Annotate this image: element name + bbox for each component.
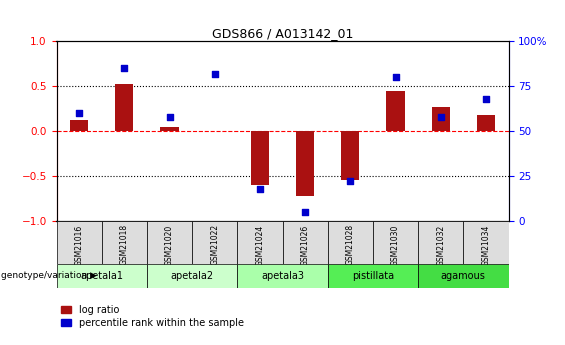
Bar: [102, 221, 147, 264]
Bar: [70, 120, 88, 131]
Bar: [432, 107, 450, 131]
Bar: [477, 115, 495, 131]
Bar: [463, 221, 508, 264]
Bar: [147, 221, 192, 264]
Text: apetala3: apetala3: [261, 271, 304, 281]
Text: GSM21034: GSM21034: [481, 224, 490, 266]
Text: GSM21016: GSM21016: [75, 224, 84, 266]
Bar: [115, 85, 133, 131]
Bar: [282, 221, 328, 264]
Bar: [160, 127, 179, 131]
Bar: [386, 91, 405, 131]
Point: [391, 75, 400, 80]
Title: GDS866 / A013142_01: GDS866 / A013142_01: [212, 27, 353, 40]
Text: pistillata: pistillata: [352, 271, 394, 281]
Bar: [328, 221, 373, 264]
Bar: [56, 264, 147, 288]
Text: GSM21018: GSM21018: [120, 224, 129, 265]
Text: GSM21022: GSM21022: [210, 224, 219, 265]
Text: GSM21030: GSM21030: [391, 224, 400, 266]
Bar: [237, 221, 282, 264]
Bar: [341, 131, 359, 180]
Bar: [296, 131, 314, 196]
Point: [346, 179, 355, 184]
Text: agamous: agamous: [441, 271, 486, 281]
Bar: [192, 221, 237, 264]
Point: [255, 186, 264, 191]
Point: [436, 114, 445, 119]
Bar: [251, 131, 269, 185]
Point: [301, 209, 310, 215]
Bar: [237, 264, 328, 288]
Text: genotype/variation ▶: genotype/variation ▶: [1, 272, 97, 280]
Bar: [373, 221, 418, 264]
Text: GSM21028: GSM21028: [346, 224, 355, 265]
Text: GSM21026: GSM21026: [301, 224, 310, 266]
Point: [120, 66, 129, 71]
Bar: [418, 264, 509, 288]
Text: GSM21032: GSM21032: [436, 224, 445, 266]
Text: GSM21020: GSM21020: [165, 224, 174, 266]
Point: [75, 110, 84, 116]
Bar: [328, 264, 418, 288]
Point: [165, 114, 174, 119]
Text: apetala2: apetala2: [171, 271, 214, 281]
Point: [210, 71, 219, 77]
Bar: [418, 221, 463, 264]
Text: GSM21024: GSM21024: [255, 224, 264, 266]
Point: [481, 96, 490, 101]
Text: apetala1: apetala1: [80, 271, 123, 281]
Legend: log ratio, percentile rank within the sample: log ratio, percentile rank within the sa…: [62, 305, 244, 328]
Bar: [56, 221, 102, 264]
Bar: [147, 264, 237, 288]
